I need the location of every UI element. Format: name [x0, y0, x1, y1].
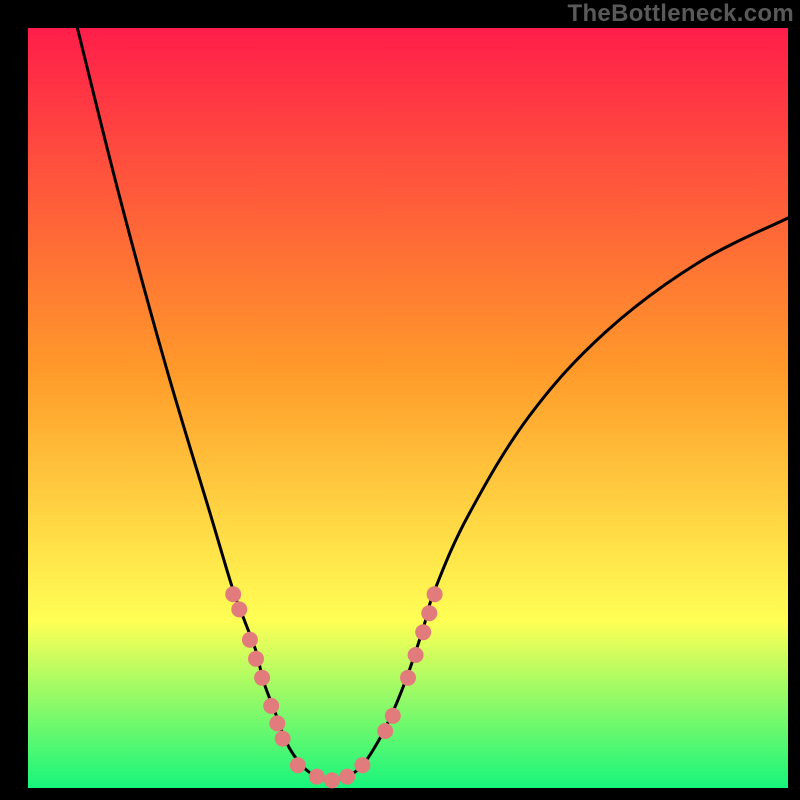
marker-point [400, 670, 416, 686]
marker-point [385, 708, 401, 724]
chart-svg [0, 0, 800, 800]
marker-point [248, 651, 264, 667]
marker-point [415, 624, 431, 640]
marker-group [225, 586, 442, 788]
marker-point [263, 698, 279, 714]
marker-point [354, 757, 370, 773]
marker-point [269, 715, 285, 731]
marker-point [408, 647, 424, 663]
chart-container: TheBottleneck.com [0, 0, 800, 800]
marker-point [339, 769, 355, 785]
marker-point [231, 601, 247, 617]
marker-point [377, 723, 393, 739]
marker-point [290, 757, 306, 773]
marker-point [254, 670, 270, 686]
watermark-text: TheBottleneck.com [568, 0, 794, 28]
right-curve [332, 218, 788, 780]
marker-point [421, 605, 437, 621]
marker-point [309, 769, 325, 785]
marker-point [242, 632, 258, 648]
left-curve [77, 28, 332, 780]
marker-point [275, 731, 291, 747]
marker-point [324, 772, 340, 788]
marker-point [225, 586, 241, 602]
marker-point [427, 586, 443, 602]
